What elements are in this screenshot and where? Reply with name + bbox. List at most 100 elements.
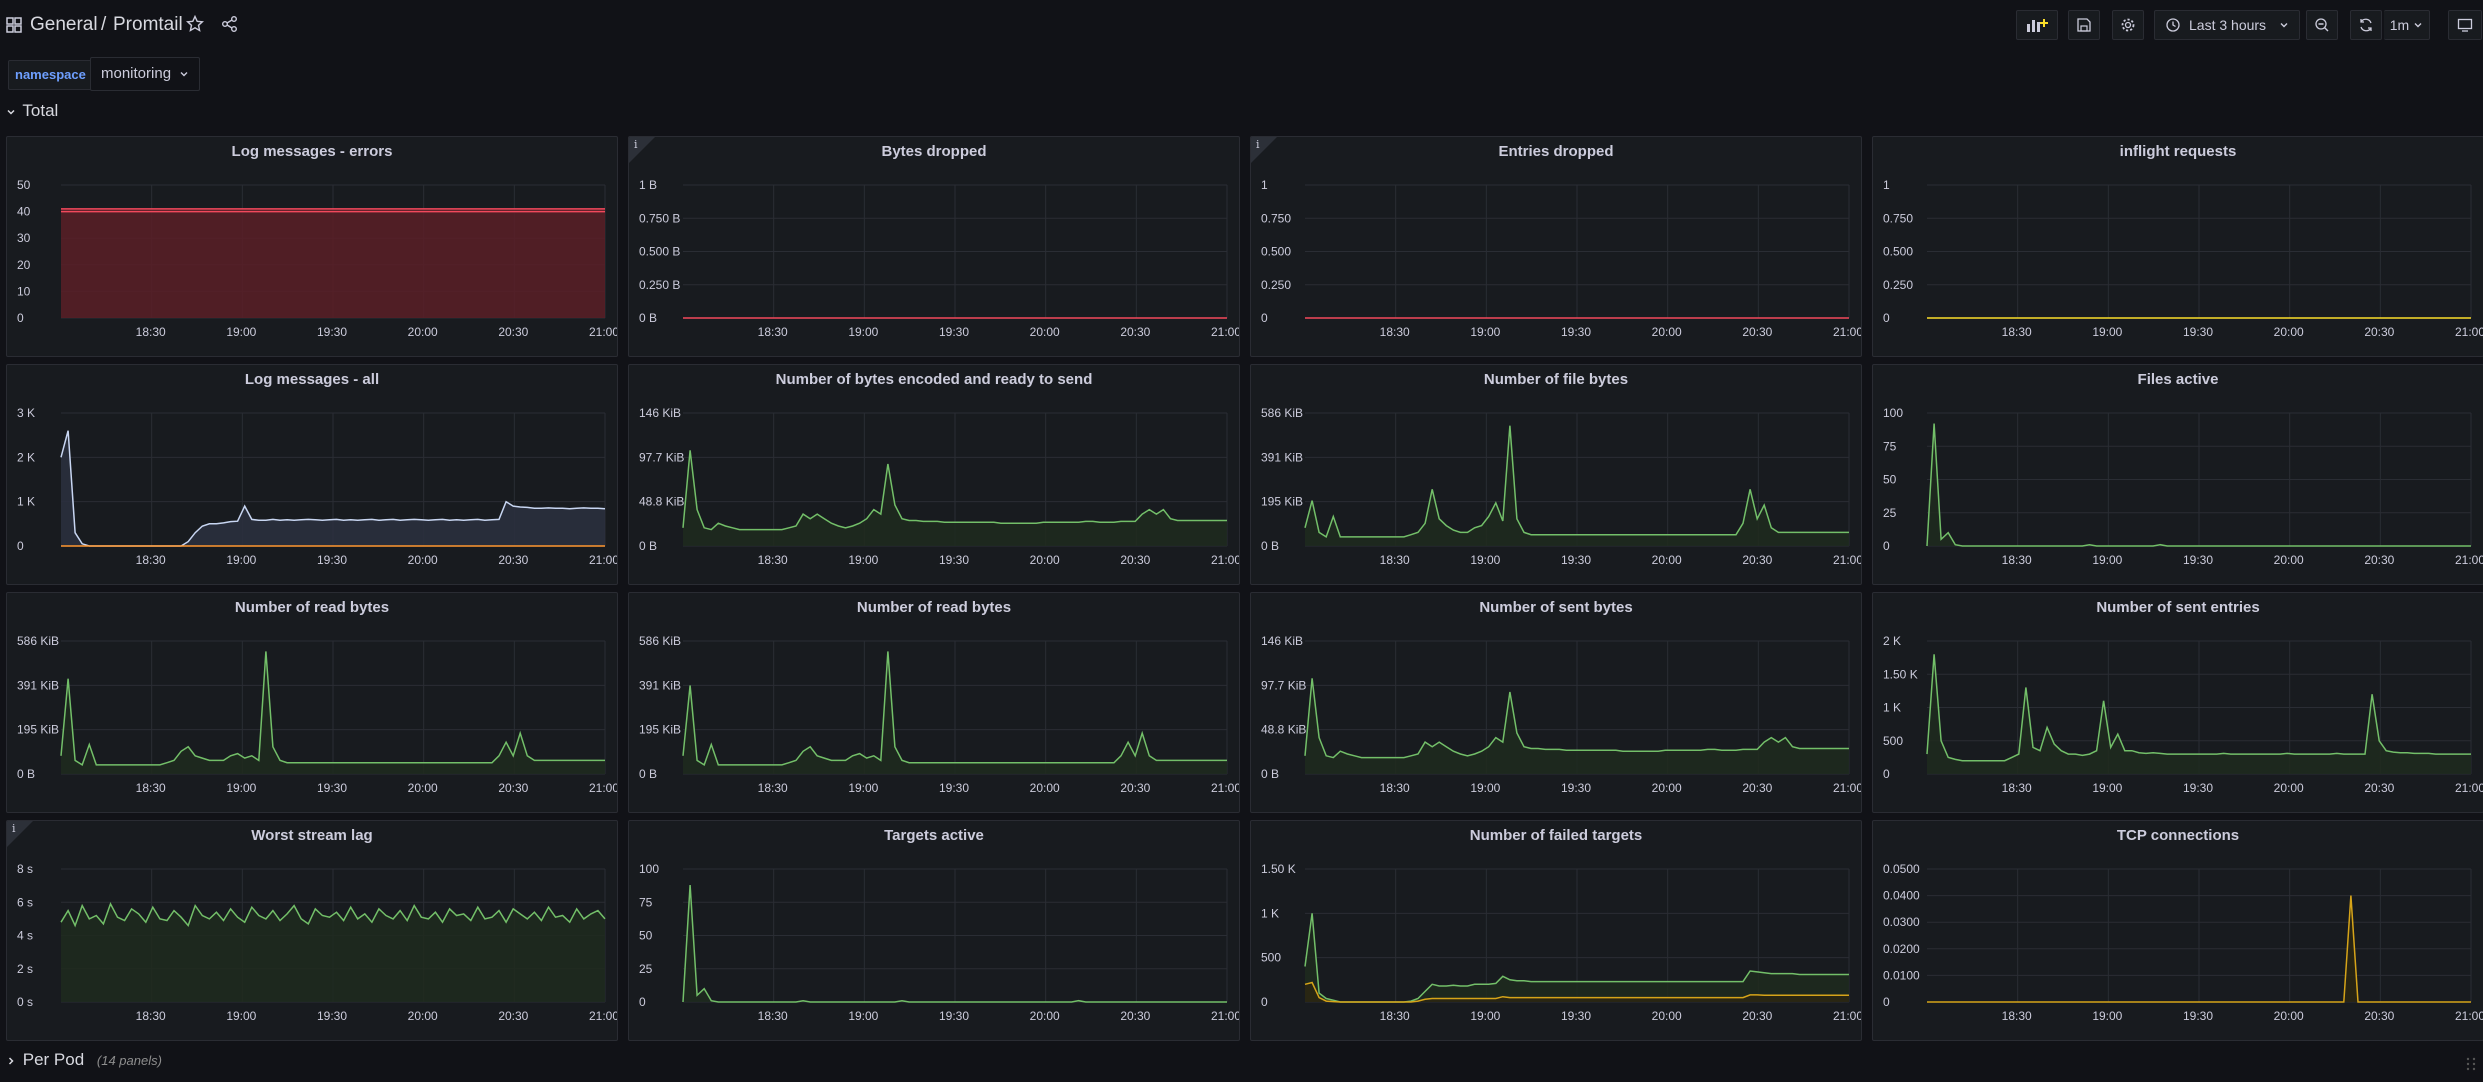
panel-log-messages-all[interactable]: Log messages - all 0 1 K 2 K 3 K 18:30 19:00 19… [6,364,618,585]
panel-info-corner[interactable] [629,137,655,163]
x-tick-label: 19:30 [2183,553,2213,567]
time-range-picker[interactable]: Last 3 hours [2154,10,2300,40]
breadcrumb-folder[interactable]: General [30,14,98,35]
panel-number-of-read-bytes[interactable]: Number of read bytes 0 B 195 KiB 391 KiB 586… [628,592,1240,813]
x-tick-label: 19:00 [1470,1009,1500,1023]
drag-handle-icon[interactable] [2465,1056,2477,1072]
x-tick-label: 21:00 [1211,1009,1240,1023]
x-tick-label: 20:00 [2274,553,2304,567]
info-icon[interactable]: i [12,822,16,835]
x-tick-label: 20:30 [1742,325,1772,339]
y-tick-label: 25 [1883,506,1897,520]
panel-files-active[interactable]: Files active 0 25 50 75 100 18:30 19:00 19:30 20:… [1872,364,2483,585]
panel-number-of-sent-entries[interactable]: Number of sent entries 0 500 1 K 1.50 K 2 K 18… [1872,592,2483,813]
add-panel-button[interactable] [2016,10,2058,40]
info-icon[interactable]: i [634,138,638,151]
panel-title[interactable]: Files active [2137,371,2219,388]
panel-chart: 0 B 48.8 KiB 97.7 KiB 146 KiB 18:30 19:00 19:3… [1261,634,1862,795]
y-tick-label: 0.0500 [1883,862,1920,876]
dashboard-settings-button[interactable] [2112,10,2144,40]
refresh-button[interactable] [2350,10,2382,40]
panel-number-of-file-bytes[interactable]: Number of file bytes 0 B 195 KiB 391 KiB 586… [1250,364,1862,585]
x-tick-label: 20:00 [1652,781,1682,795]
x-tick-label: 21:00 [1833,325,1862,339]
namespace-variable-select[interactable]: monitoring [90,57,201,91]
panel-chart: 0 B 0.250 B 0.500 B 0.750 B 1 B 18:30 19:00 19:… [639,178,1239,339]
row-header-per-pod[interactable]: Per Pod (14 panels) [6,1050,162,1070]
panel-title[interactable]: Targets active [884,827,984,844]
panel-title[interactable]: Worst stream lag [251,827,373,844]
panel-inflight-requests[interactable]: inflight requests 0 0.250 0.500 0.750 1 18:30 1… [1872,136,2483,357]
x-tick-label: 20:30 [2364,781,2394,795]
zoom-out-icon [2315,18,2329,32]
panel-worst-stream-lag[interactable]: i Worst stream lag 0 s 2 s 4 s 6 s 8 s 18:30 19:… [6,820,618,1041]
panel-title[interactable]: Number of read bytes [856,599,1012,616]
x-tick-label: 18:30 [758,1009,788,1023]
panel-title[interactable]: Number of read bytes [234,599,390,616]
panel-bytes-dropped[interactable]: i Bytes dropped 0 B 0.250 B 0.500 B 0.750 B 1 … [628,136,1240,357]
panel-number-of-failed-targets[interactable]: Number of failed targets 0 500 1 K 1.50 K 18:… [1250,820,1862,1041]
dashboards-grid-icon[interactable] [6,17,22,33]
x-tick-label: 20:30 [1120,1009,1150,1023]
y-tick-label: 97.7 KiB [639,450,684,464]
panel-log-messages-errors[interactable]: Log messages - errors 0 10 20 30 40 50 18:30 19:… [6,136,618,357]
x-tick-label: 18:30 [136,553,166,567]
breadcrumb-separator: / [101,14,107,35]
save-dashboard-button[interactable] [2068,10,2100,40]
x-tick-label: 21:00 [1833,781,1862,795]
y-tick-label: 0.750 [1261,211,1291,225]
panel-number-of-sent-bytes[interactable]: Number of sent bytes 0 B 48.8 KiB 97.7 KiB 1… [1250,592,1862,813]
panel-title[interactable]: Number of sent bytes [1479,599,1633,616]
series-line [60,902,606,928]
info-icon[interactable]: i [1256,138,1260,151]
refresh-interval-picker[interactable]: 1m [2384,10,2430,40]
panel-targets-active[interactable]: Targets active 0 25 50 75 100 18:30 19:00 19:30 2… [628,820,1240,1041]
panel-title[interactable]: Number of sent entries [2096,599,2260,616]
y-tick-label: 0.0400 [1883,889,1920,903]
y-tick-label: 48.8 KiB [1261,723,1306,737]
share-icon[interactable] [221,15,239,33]
x-tick-label: 20:00 [2274,325,2304,339]
x-tick-label: 20:30 [2364,1009,2394,1023]
panel-title[interactable]: Log messages - errors [231,143,393,160]
x-tick-label: 20:30 [498,1009,528,1023]
series-area [1927,654,2471,774]
dashboard-title[interactable]: Promtail [113,14,183,35]
panel-title[interactable]: Number of file bytes [1483,371,1629,388]
panel-title[interactable]: Number of failed targets [1469,827,1643,844]
panel-title[interactable]: inflight requests [2119,143,2237,160]
x-tick-label: 19:00 [2092,1009,2122,1023]
panel-info-corner[interactable] [7,821,33,847]
zoom-out-button[interactable] [2306,10,2338,40]
panel-chart: 0 25 50 75 100 18:30 19:00 19:30 20:00 20:30 21:00 [639,862,1240,1023]
x-tick-label: 19:30 [2183,781,2213,795]
y-tick-label: 0.750 B [639,211,680,225]
panel-number-of-bytes-encoded-and-ready-to-send[interactable]: Number of bytes encoded and ready to sen… [628,364,1240,585]
panel-title[interactable]: Number of bytes encoded and ready to sen… [775,371,1093,388]
y-tick-label: 75 [639,895,653,909]
x-tick-label: 19:30 [939,781,969,795]
panel-entries-dropped[interactable]: i Entries dropped 0 0.250 0.500 0.750 1 18:30 19… [1250,136,1862,357]
y-tick-label: 0.250 [1261,278,1291,292]
panel-number-of-read-bytes[interactable]: Number of read bytes 0 B 195 KiB 391 KiB 586… [6,592,618,813]
x-tick-label: 19:00 [2092,553,2122,567]
y-tick-label: 0.500 [1883,245,1913,259]
star-icon[interactable] [186,15,204,33]
panel-tcp-connections[interactable]: TCP connections 0 0.0100 0.0200 0.0300 0.0400… [1872,820,2483,1041]
panel-title[interactable]: TCP connections [2116,827,2240,844]
series-area [61,208,605,318]
panel-title[interactable]: Bytes dropped [881,143,987,160]
y-tick-label: 8 s [17,862,33,876]
y-tick-label: 2 K [17,450,35,464]
y-tick-label: 0.250 [1883,278,1913,292]
panel-title[interactable]: Entries dropped [1498,143,1614,160]
row-header-total[interactable]: Total [6,101,58,121]
y-tick-label: 50 [1883,473,1897,487]
time-range-label: Last 3 hours [2189,17,2267,33]
panel-info-corner[interactable] [1251,137,1277,163]
tv-mode-button[interactable] [2448,10,2482,40]
y-tick-label: 2 K [1883,634,1901,648]
panel-chart: 0 B 195 KiB 391 KiB 586 KiB 18:30 19:00 19:30 2… [1261,406,1861,567]
x-tick-label: 20:00 [1030,553,1060,567]
panel-title[interactable]: Log messages - all [244,371,380,388]
